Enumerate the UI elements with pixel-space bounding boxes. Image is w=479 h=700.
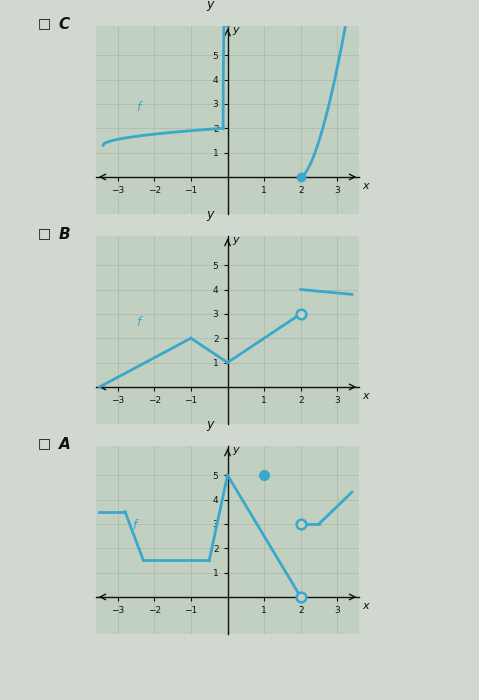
Text: A: A bbox=[59, 437, 71, 452]
Text: f: f bbox=[132, 519, 137, 532]
Text: y: y bbox=[232, 235, 239, 245]
Text: C: C bbox=[59, 17, 70, 32]
Text: y: y bbox=[206, 418, 214, 431]
Text: □: □ bbox=[38, 17, 51, 31]
Text: y: y bbox=[232, 445, 239, 455]
Text: y: y bbox=[206, 0, 214, 11]
Text: f: f bbox=[136, 102, 140, 114]
Text: f: f bbox=[136, 316, 140, 329]
Text: x: x bbox=[362, 181, 369, 191]
Text: □: □ bbox=[38, 227, 51, 241]
Text: x: x bbox=[362, 601, 369, 611]
Text: y: y bbox=[232, 25, 239, 35]
Text: □: □ bbox=[38, 437, 51, 451]
Text: x: x bbox=[362, 391, 369, 401]
Text: B: B bbox=[59, 227, 70, 242]
Text: y: y bbox=[206, 208, 214, 221]
